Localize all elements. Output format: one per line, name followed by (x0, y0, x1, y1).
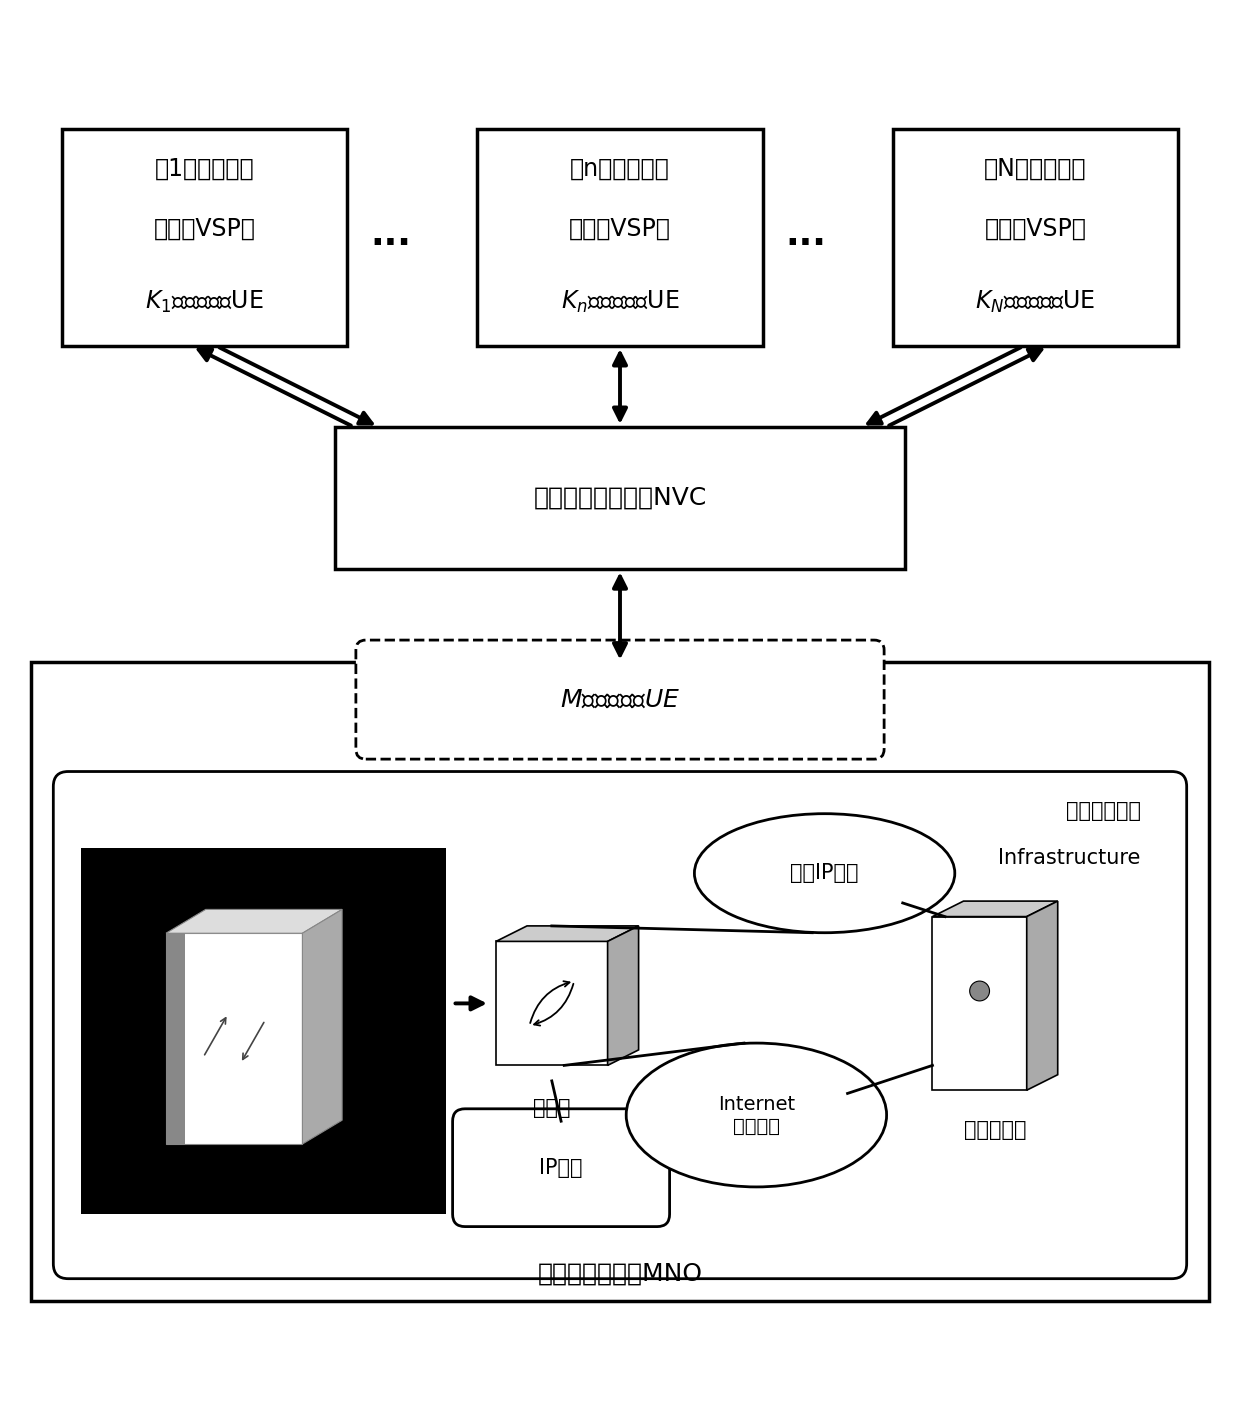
Polygon shape (166, 933, 303, 1143)
Text: 数据服务器: 数据服务器 (963, 1121, 1027, 1141)
FancyBboxPatch shape (62, 130, 347, 346)
FancyBboxPatch shape (81, 849, 446, 1215)
Circle shape (970, 981, 990, 1001)
Ellipse shape (626, 1042, 887, 1188)
Text: IP路由: IP路由 (539, 1158, 583, 1178)
Text: $K_1$个用户终端UE: $K_1$个用户终端UE (145, 289, 264, 315)
Text: $K_N$个用户终端UE: $K_N$个用户终端UE (975, 289, 1096, 315)
Text: ...: ... (786, 218, 826, 252)
Text: 蜂窝网络运营商MNO: 蜂窝网络运营商MNO (537, 1262, 703, 1286)
Text: $M$个用户终端UE: $M$个用户终端UE (560, 688, 680, 712)
Text: 提供商VSP，: 提供商VSP， (985, 216, 1086, 241)
Text: 核心网: 核心网 (533, 1098, 570, 1118)
Polygon shape (932, 901, 1058, 917)
Text: 网络虚拟化控制器NVC: 网络虚拟化控制器NVC (533, 486, 707, 510)
Text: 提供商VSP，: 提供商VSP， (569, 216, 671, 241)
FancyBboxPatch shape (335, 427, 905, 570)
Polygon shape (932, 917, 1027, 1091)
Text: Infrastructure: Infrastructure (998, 849, 1141, 869)
Text: Internet
接入服务: Internet 接入服务 (718, 1095, 795, 1135)
FancyBboxPatch shape (53, 772, 1187, 1279)
Polygon shape (496, 926, 639, 941)
FancyBboxPatch shape (893, 130, 1178, 346)
Text: 网络基础设施: 网络基础设施 (1066, 802, 1141, 822)
Polygon shape (496, 941, 608, 1065)
Text: 第1个虚拟服务: 第1个虚拟服务 (155, 157, 254, 181)
Text: 提供商VSP，: 提供商VSP， (154, 216, 255, 241)
Polygon shape (166, 910, 342, 933)
Polygon shape (608, 926, 639, 1065)
Text: 本地IP网络: 本地IP网络 (790, 863, 859, 883)
Text: 第N个虚拟服务: 第N个虚拟服务 (985, 157, 1086, 181)
Polygon shape (166, 933, 185, 1143)
Polygon shape (303, 910, 342, 1143)
Text: $K_n$个用户终端UE: $K_n$个用户终端UE (560, 289, 680, 315)
Text: ...: ... (371, 218, 410, 252)
FancyBboxPatch shape (31, 662, 1209, 1302)
Ellipse shape (694, 813, 955, 933)
Text: 第n个虚拟服务: 第n个虚拟服务 (570, 157, 670, 181)
FancyBboxPatch shape (477, 130, 763, 346)
Polygon shape (1027, 901, 1058, 1091)
FancyBboxPatch shape (356, 639, 884, 759)
FancyBboxPatch shape (453, 1109, 670, 1226)
